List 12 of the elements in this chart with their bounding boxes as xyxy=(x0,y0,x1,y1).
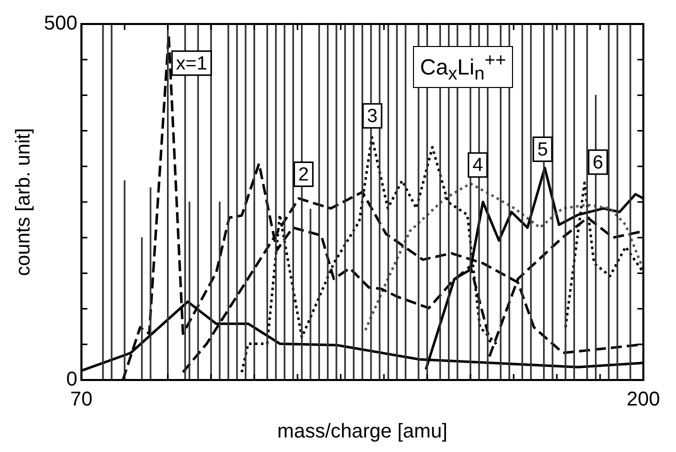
x-tick-label: 200 xyxy=(626,388,660,411)
y-tick-label: 0 xyxy=(66,368,78,391)
x-axis-title: mass/charge [amu] xyxy=(277,420,448,443)
annotation: 3 xyxy=(366,106,378,128)
annotation: 5 xyxy=(537,140,548,161)
annotation: 6 xyxy=(592,152,604,174)
y-axis-title: counts [arb. unit] xyxy=(12,128,35,276)
annotation: 4 xyxy=(472,155,484,176)
x-tick-label: 70 xyxy=(70,388,92,411)
annotation: x=1 xyxy=(176,53,208,74)
annotation: 2 xyxy=(298,164,309,186)
y-tick-label: 500 xyxy=(44,12,78,35)
